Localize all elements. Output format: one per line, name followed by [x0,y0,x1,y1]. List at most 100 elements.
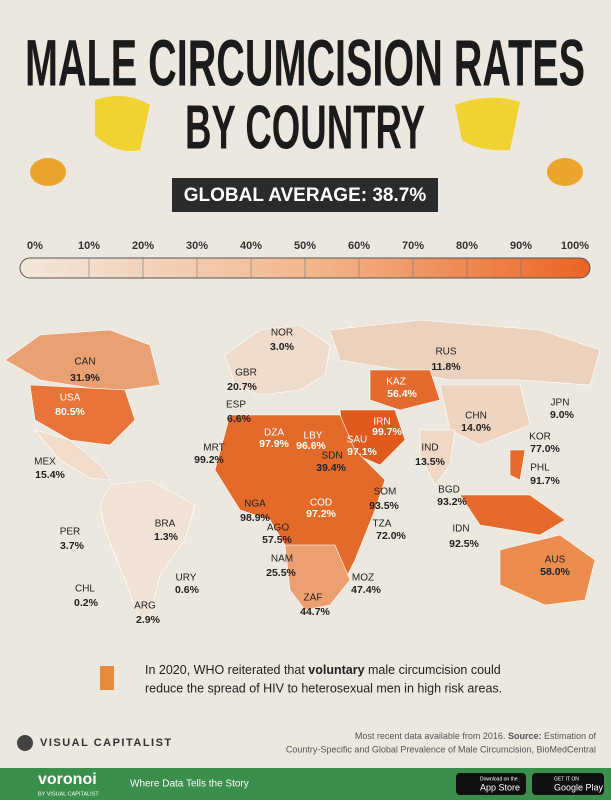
banana-slice [30,158,66,186]
country-value: 47.4% [351,584,381,596]
country-code: COD [310,498,332,509]
title: BY COUNTRY [185,93,425,162]
country-value: 25.5% [266,567,296,579]
country-code: AUS [545,555,566,566]
country-value: 72.0% [376,530,406,542]
country-code: NAM [271,554,293,565]
country-value: 9.0% [550,409,575,421]
average-box [172,178,438,212]
country-value: 13.5% [415,456,445,468]
scale-labels: 0% 10% 20% 30% 40% 50% 60% 70% 80% 90% 100% [27,240,589,278]
country-value: 96.6% [296,440,326,452]
country-code: LBY [304,431,323,442]
source: Country-Specific and Global Prevalence o… [286,744,596,754]
banana-slice [547,158,583,186]
country-code: MRT [203,443,224,454]
country-code: ARG [134,601,156,612]
country-value: 92.5% [449,538,479,550]
country-code: CHN [465,411,487,422]
country-code: IDN [452,524,469,535]
scale-label: 80% [456,240,478,252]
country-value: 6.6% [227,413,252,425]
country-code: KOR [529,432,551,443]
country-value: 58.0% [540,566,570,578]
source-part: Estimation of [541,731,596,741]
country-code: JPN [551,398,570,409]
country-value: 0.2% [74,597,99,609]
country-value: 20.7% [227,381,257,393]
country-value: 80.5% [55,406,85,418]
scale-label: 20% [132,240,154,252]
country-code: SAU [347,435,368,446]
country-value: 44.7% [300,606,330,618]
google-play: Google Play [554,782,604,792]
scale-label: 40% [240,240,262,252]
country-value: 98.9% [240,512,270,524]
country-code: CAN [74,357,95,368]
country-code: BGD [438,485,460,496]
note-icon [100,666,114,690]
country-code: TZA [373,519,392,530]
google-play-button[interactable] [532,773,604,795]
country-value: 97.2% [306,508,336,520]
country-value: 93.2% [437,496,467,508]
scale-label: 0% [27,240,43,252]
note-part: male circumcision could [365,663,501,677]
country-code: IND [421,443,438,454]
scale-label: 90% [510,240,532,252]
country-code: ESP [226,400,246,411]
country-code: PHL [530,463,550,474]
app-store-small: Download on the [480,776,518,782]
country-code: PER [60,527,81,538]
country-value: 93.5% [369,500,399,512]
note-bold: voluntary [308,663,364,677]
source-part: Most recent data available from 2016. [355,731,508,741]
country-value: 91.7% [530,475,560,487]
country-value: 3.7% [60,540,85,552]
voronoi-sub: BY VISUAL CAPITALIST [38,791,99,797]
banana-icon [455,97,520,151]
country-code: USA [60,393,81,404]
country-code: KAZ [386,377,405,388]
source: Most recent data available from 2016. So… [355,731,597,741]
scale-label: 10% [78,240,100,252]
country-code: CHL [75,584,95,595]
country-value: 77.0% [530,443,560,455]
country-value: 3.0% [270,341,295,353]
country-value: 11.8% [431,361,461,373]
voronoi-logo[interactable]: voronoi [38,771,97,788]
country-value: 14.0% [461,422,491,434]
note-text: reduce the spread of HIV to heterosexual… [145,681,502,695]
country-value: 97.1% [347,446,377,458]
country-value: 2.9% [136,614,161,626]
country-code: URY [176,573,197,584]
country-code: IRN [373,417,390,428]
country-code: AGO [267,523,289,534]
note-text: In 2020, WHO reiterated that voluntary m… [145,663,501,677]
country-code: NGA [244,499,266,510]
country-code: RUS [435,347,456,358]
global-average: GLOBAL AVERAGE: 38.7% [184,185,427,206]
country-code: MEX [34,457,56,468]
country-value: 99.7% [372,426,402,438]
country-value: 39.4% [316,462,346,474]
country-code: ZAF [304,593,323,604]
country-value: 97.9% [259,438,289,450]
google-play-small: GET IT ON [554,776,579,782]
app-store-button[interactable] [456,773,526,795]
banana-icon [95,96,150,151]
tagline: Where Data Tells the Story [130,779,249,790]
country-code: SOM [374,487,397,498]
country-value: 15.4% [35,469,65,481]
country-code: MOZ [352,573,374,584]
country-value: 0.6% [175,584,200,596]
country-code: BRA [155,519,176,530]
logo-text: VISUAL CAPITALIST [40,737,173,749]
country-code: GBR [235,368,257,379]
country-value: 31.9% [70,372,100,384]
title: MALE CIRCUMCISION RATES [25,25,585,99]
source-label: Source: [508,731,542,741]
scale-label: 60% [348,240,370,252]
country-value: 57.5% [262,534,292,546]
